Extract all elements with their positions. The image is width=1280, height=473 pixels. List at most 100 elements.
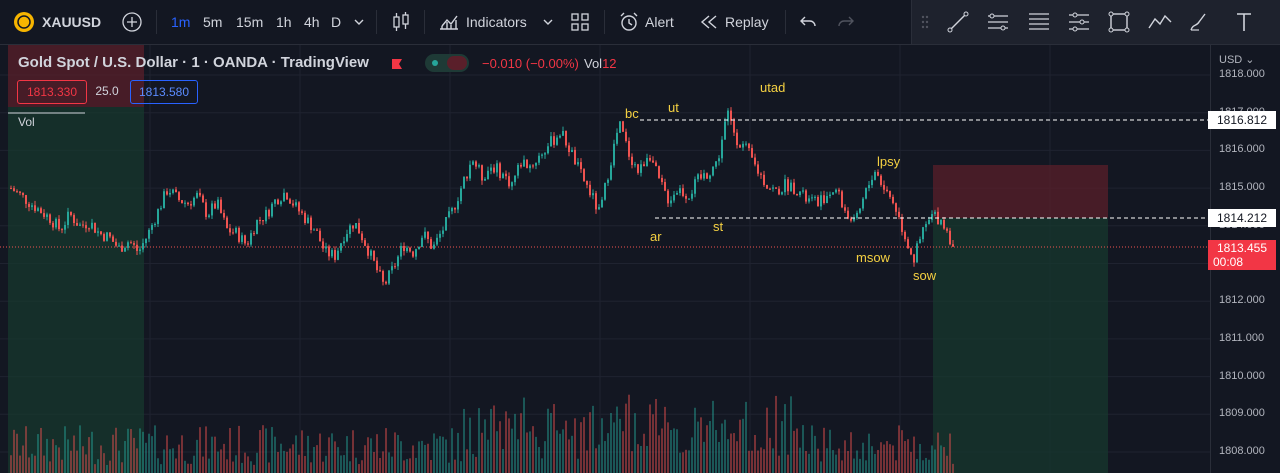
candle	[22, 192, 24, 196]
candle	[922, 227, 924, 240]
timeframe-1h[interactable]: 1h	[276, 14, 292, 30]
fib-retracement-icon[interactable]	[1025, 8, 1053, 36]
timeframe-1m[interactable]: 1m	[171, 14, 191, 30]
volume-bar	[187, 463, 189, 473]
redo-button[interactable]	[836, 0, 856, 44]
volume-bar	[901, 430, 903, 473]
candle	[565, 131, 567, 146]
volume-bar	[106, 464, 108, 473]
symbol-search[interactable]: XAUUSD	[14, 0, 101, 44]
timeframe-15m[interactable]: 15m	[236, 14, 264, 30]
candle	[511, 182, 513, 187]
undo-button[interactable]	[798, 0, 818, 44]
stop-loss-zone[interactable]	[933, 165, 1108, 218]
volume-bar	[31, 453, 33, 473]
volume-bar	[694, 407, 696, 473]
alert-button[interactable]: Alert	[618, 0, 674, 44]
rectangle-tool-icon[interactable]	[1105, 8, 1133, 36]
volume-bar	[223, 443, 225, 473]
indicators-dropdown[interactable]	[542, 0, 554, 44]
volume-bar	[265, 428, 267, 473]
volume-bar	[205, 426, 207, 473]
candle	[79, 224, 81, 226]
candle	[826, 195, 828, 204]
label-bc[interactable]: bc	[625, 106, 639, 121]
label-ar[interactable]: ar	[650, 229, 662, 244]
candle	[892, 196, 894, 204]
volume-bar	[583, 417, 585, 473]
candle	[646, 157, 648, 167]
path-tool-icon[interactable]	[1146, 8, 1174, 36]
buy-price-button[interactable]: 1813.580	[130, 80, 198, 104]
candle	[268, 209, 270, 217]
candle	[70, 211, 72, 216]
volume-bar	[97, 459, 99, 473]
candle	[271, 203, 273, 217]
flag-icon[interactable]	[391, 57, 403, 75]
market-status-toggle[interactable]	[425, 54, 469, 72]
candle	[226, 217, 228, 229]
volume-bar	[538, 446, 540, 473]
volume-bar	[376, 434, 378, 473]
timeframe-dropdown[interactable]	[353, 0, 365, 44]
take-profit-zone[interactable]	[933, 218, 1108, 473]
candle	[598, 207, 600, 210]
candle	[187, 202, 189, 205]
candle	[871, 179, 873, 186]
label-utad[interactable]: utad	[760, 80, 786, 95]
sell-price-button[interactable]: 1813.330	[17, 80, 87, 104]
compare-symbol-button[interactable]	[121, 0, 143, 44]
volume-bar	[907, 439, 909, 473]
channel-tool-icon[interactable]	[984, 8, 1012, 36]
candle	[643, 164, 645, 167]
candle	[688, 198, 690, 200]
layout-button[interactable]	[570, 0, 590, 44]
chart-type-button[interactable]	[391, 0, 411, 44]
trend-line-icon[interactable]	[944, 8, 972, 36]
volume-bar	[22, 445, 24, 473]
volume-bar	[787, 454, 789, 473]
brush-tool-icon[interactable]	[1185, 8, 1213, 36]
candle	[265, 209, 267, 222]
label-lpsy[interactable]: lpsy	[877, 154, 901, 169]
chart-pane[interactable]	[0, 45, 1210, 473]
volume-bar	[436, 438, 438, 473]
volume-bar	[154, 425, 156, 473]
candle	[814, 196, 816, 198]
indicators-button[interactable]: Indicators	[438, 0, 527, 44]
text-tool-icon[interactable]	[1230, 8, 1258, 36]
candle	[133, 243, 135, 245]
replay-button[interactable]: Replay	[699, 0, 769, 44]
label-ut[interactable]: ut	[668, 100, 679, 115]
volume-bar	[76, 450, 78, 473]
pitchfork-icon[interactable]	[1065, 8, 1093, 36]
buy-zone-box[interactable]	[8, 107, 144, 473]
volume-bar	[289, 448, 291, 473]
timeframe-4h[interactable]: 4h	[304, 14, 320, 30]
price-chart[interactable]	[0, 45, 1210, 473]
volume-bar	[619, 418, 621, 473]
volume-bar	[448, 462, 450, 473]
candle	[325, 246, 327, 249]
volume-bar	[889, 444, 891, 473]
timeframe-D[interactable]: D	[331, 14, 342, 30]
drag-handle-icon[interactable]	[918, 8, 932, 36]
currency-selector[interactable]: USD ⌄	[1219, 54, 1255, 66]
volume-bar	[778, 455, 780, 473]
candle	[730, 110, 732, 121]
candle	[883, 184, 885, 190]
label-sow[interactable]: sow	[913, 268, 937, 283]
label-st[interactable]: st	[713, 219, 724, 234]
gold-coin-icon	[14, 12, 34, 32]
candle	[508, 176, 510, 187]
candle	[640, 164, 642, 173]
candle	[808, 198, 810, 202]
volume-bar	[640, 445, 642, 473]
candle	[880, 175, 882, 185]
label-msow[interactable]: msow	[856, 250, 890, 265]
timeframe-5m[interactable]: 5m	[203, 14, 223, 30]
candle	[556, 137, 558, 145]
sell-zone-box[interactable]	[8, 45, 144, 107]
candle	[334, 250, 336, 260]
candle	[514, 175, 516, 183]
